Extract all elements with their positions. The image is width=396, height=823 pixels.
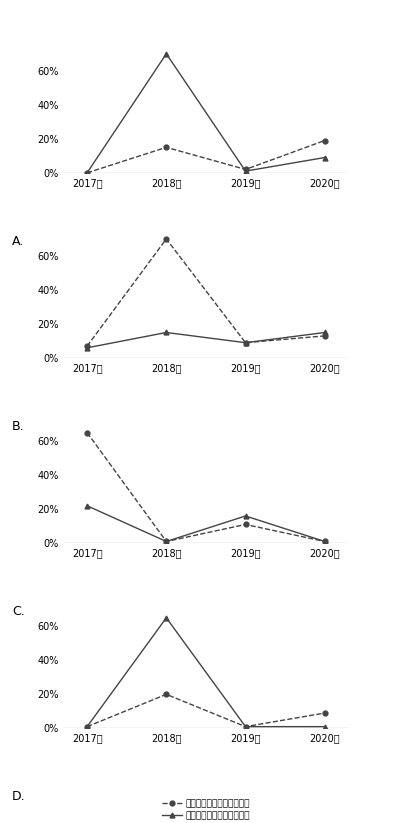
国际重要湿地数量同比增速 [322,328,327,337]
国际重要湿地面积同比增速 [85,168,89,178]
国际重要湿地数量同比增速 [164,328,169,337]
国际重要湿地面积同比增速 [243,722,248,732]
国际重要湿地面积同比增速 [243,519,248,529]
国际重要湿地面积同比增速 [322,136,327,146]
国际重要湿地面积同比增速 [164,690,169,700]
Legend: 国际重要湿地面积同比增速, 国际重要湿地数量同比增速: 国际重要湿地面积同比增速, 国际重要湿地数量同比增速 [162,799,250,820]
国际重要湿地数量同比增速 [322,152,327,162]
国际重要湿地数量同比增速 [85,501,89,511]
国际重要湿地数量同比增速 [322,722,327,732]
Line: 国际重要湿地数量同比增速: 国际重要湿地数量同比增速 [85,51,327,175]
国际重要湿地数量同比增速 [164,49,169,58]
国际重要湿地面积同比增速 [322,537,327,546]
国际重要湿地数量同比增速 [85,722,89,732]
Legend: 国际重要湿地面积同比增速, 国际重要湿地数量同比增速: 国际重要湿地面积同比增速, 国际重要湿地数量同比增速 [162,429,250,449]
Line: 国际重要湿地数量同比增速: 国际重要湿地数量同比增速 [85,330,327,351]
Legend: 国际重要湿地面积同比增速, 国际重要湿地数量同比增速: 国际重要湿地面积同比增速, 国际重要湿地数量同比增速 [162,614,250,635]
Text: B.: B. [12,420,25,433]
Line: 国际重要湿地面积同比增速: 国际重要湿地面积同比增速 [85,692,327,729]
国际重要湿地数量同比增速 [243,337,248,347]
Line: 国际重要湿地数量同比增速: 国际重要湿地数量同比增速 [85,616,327,729]
国际重要湿地面积同比增速 [85,428,89,438]
国际重要湿地数量同比增速 [164,537,169,546]
国际重要湿地数量同比增速 [164,613,169,623]
国际重要湿地数量同比增速 [243,722,248,732]
国际重要湿地面积同比增速 [164,142,169,152]
Text: A.: A. [12,235,24,248]
国际重要湿地数量同比增速 [243,166,248,176]
国际重要湿地数量同比增速 [85,168,89,178]
Line: 国际重要湿地数量同比增速: 国际重要湿地数量同比增速 [85,504,327,544]
国际重要湿地面积同比增速 [322,708,327,718]
国际重要湿地数量同比增速 [243,511,248,521]
国际重要湿地数量同比增速 [85,343,89,353]
国际重要湿地面积同比增速 [243,337,248,347]
国际重要湿地面积同比增速 [322,331,327,341]
国际重要湿地面积同比增速 [164,234,169,244]
Legend: 国际重要湿地面积同比增速, 国际重要湿地数量同比增速: 国际重要湿地面积同比增速, 国际重要湿地数量同比增速 [162,244,250,264]
Line: 国际重要湿地面积同比增速: 国际重要湿地面积同比增速 [85,236,327,348]
国际重要湿地面积同比增速 [164,537,169,546]
Line: 国际重要湿地面积同比增速: 国际重要湿地面积同比增速 [85,138,327,175]
国际重要湿地面积同比增速 [85,722,89,732]
国际重要湿地数量同比增速 [322,537,327,546]
Text: C.: C. [12,605,25,618]
Text: D.: D. [12,790,25,803]
Line: 国际重要湿地面积同比增速: 国际重要湿地面积同比增速 [85,430,327,544]
国际重要湿地面积同比增速 [85,342,89,351]
国际重要湿地面积同比增速 [243,165,248,174]
